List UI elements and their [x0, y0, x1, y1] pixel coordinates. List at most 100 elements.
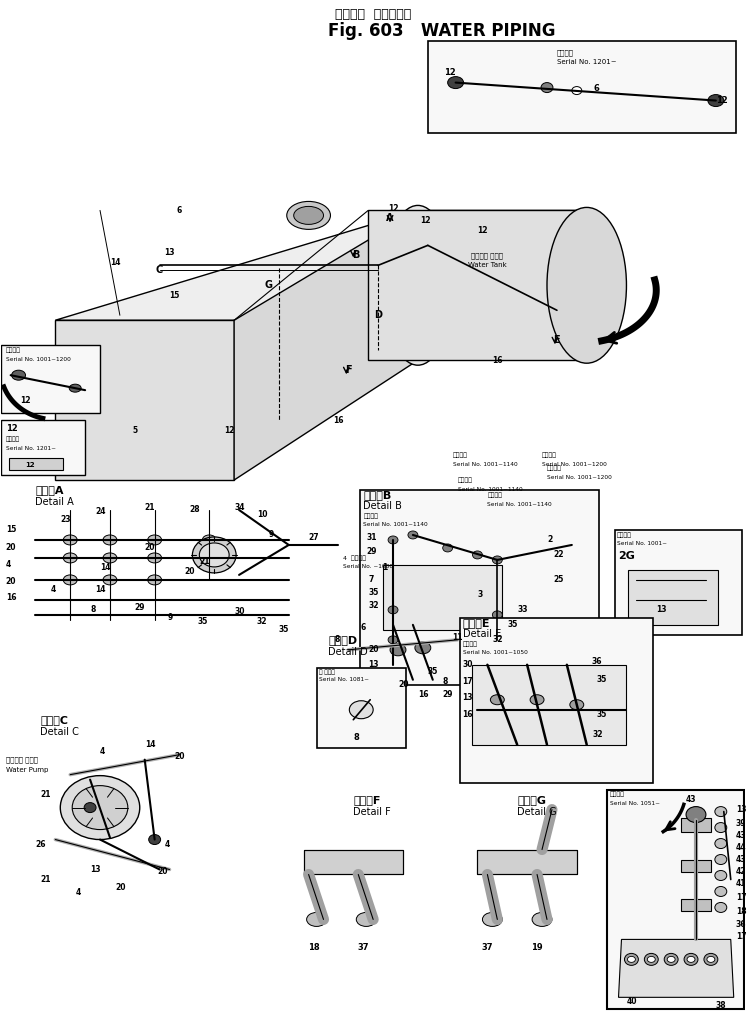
- Text: 5: 5: [133, 426, 137, 435]
- Text: 19: 19: [531, 943, 543, 952]
- Text: A: A: [386, 213, 394, 224]
- Ellipse shape: [72, 785, 128, 829]
- Text: Water Pump: Water Pump: [6, 767, 48, 772]
- Text: Serial No. 1001~1140: Serial No. 1001~1140: [488, 502, 552, 507]
- Ellipse shape: [63, 575, 77, 585]
- Text: 20: 20: [369, 645, 379, 654]
- Text: 13: 13: [164, 248, 175, 257]
- Text: 43: 43: [686, 796, 697, 804]
- Bar: [460, 618, 653, 782]
- Ellipse shape: [148, 553, 162, 563]
- Text: 12: 12: [477, 226, 488, 235]
- Text: 4: 4: [100, 747, 106, 756]
- Text: 17: 17: [736, 932, 746, 941]
- Text: ウォータ ポンプ: ウォータ ポンプ: [6, 756, 37, 763]
- Text: 詳　細G: 詳 細G: [518, 795, 546, 805]
- Text: 32: 32: [257, 618, 267, 626]
- Text: 38: 38: [716, 1001, 727, 1010]
- Text: 適用番号: 適用番号: [488, 492, 503, 498]
- Text: 13: 13: [736, 805, 746, 814]
- Text: 詳　細C: 詳 細C: [40, 714, 68, 724]
- Text: 4: 4: [50, 585, 55, 594]
- Text: 20: 20: [398, 681, 408, 689]
- Ellipse shape: [686, 807, 706, 823]
- Text: 2G: 2G: [619, 551, 635, 561]
- Text: 適用番号: 適用番号: [6, 436, 19, 442]
- Bar: [628, 570, 718, 625]
- Text: 4: 4: [6, 561, 11, 569]
- Ellipse shape: [69, 384, 81, 392]
- Ellipse shape: [530, 695, 544, 705]
- Polygon shape: [619, 940, 734, 998]
- Ellipse shape: [667, 956, 675, 962]
- Text: 35: 35: [597, 710, 607, 719]
- Text: 34: 34: [234, 504, 245, 512]
- Text: ウォータ  パイピング: ウォータ パイピング: [335, 8, 411, 21]
- Text: 20: 20: [184, 567, 195, 576]
- Ellipse shape: [287, 201, 330, 230]
- Text: 35: 35: [597, 676, 607, 684]
- Ellipse shape: [349, 701, 373, 718]
- Text: 43: 43: [736, 831, 746, 840]
- Bar: [477, 849, 577, 875]
- Text: 8: 8: [90, 606, 95, 615]
- Text: 9: 9: [269, 530, 274, 539]
- Text: 12: 12: [443, 68, 455, 77]
- Ellipse shape: [12, 370, 25, 380]
- Bar: [1, 421, 85, 475]
- Text: 8: 8: [354, 734, 360, 742]
- Text: 6: 6: [360, 624, 366, 632]
- Text: 12: 12: [6, 424, 17, 433]
- Text: 17: 17: [736, 893, 746, 902]
- Text: 18: 18: [308, 943, 319, 952]
- Ellipse shape: [294, 206, 324, 225]
- Text: Serial No. 1001~1200: Serial No. 1001~1200: [6, 357, 70, 362]
- Ellipse shape: [148, 575, 162, 585]
- Text: 12: 12: [25, 462, 35, 468]
- Text: 12: 12: [388, 204, 398, 213]
- Text: 16: 16: [463, 710, 473, 719]
- Text: 17: 17: [463, 678, 473, 686]
- Ellipse shape: [408, 531, 418, 538]
- Ellipse shape: [148, 535, 162, 545]
- Text: 適用番号: 適用番号: [463, 641, 478, 646]
- Text: 41: 41: [736, 879, 746, 888]
- Ellipse shape: [628, 956, 635, 962]
- Text: 9: 9: [168, 614, 173, 623]
- Ellipse shape: [715, 823, 727, 832]
- Text: 20: 20: [157, 867, 168, 876]
- Bar: [428, 41, 736, 132]
- Ellipse shape: [715, 887, 727, 896]
- Ellipse shape: [84, 803, 96, 813]
- Text: 2: 2: [547, 535, 552, 545]
- Text: 4: 4: [165, 840, 170, 849]
- Ellipse shape: [547, 207, 626, 363]
- Ellipse shape: [492, 556, 503, 564]
- Ellipse shape: [473, 551, 482, 559]
- Text: 12: 12: [421, 215, 431, 225]
- Text: D: D: [374, 310, 382, 320]
- Polygon shape: [55, 320, 234, 480]
- Ellipse shape: [448, 76, 464, 88]
- Bar: [681, 899, 711, 911]
- Ellipse shape: [192, 537, 236, 573]
- Text: 16: 16: [6, 593, 16, 602]
- Polygon shape: [369, 210, 586, 361]
- Text: 30: 30: [234, 608, 245, 617]
- Text: 7: 7: [369, 575, 374, 584]
- Text: 20: 20: [115, 883, 125, 892]
- Text: Detail B: Detail B: [363, 501, 402, 511]
- Ellipse shape: [715, 838, 727, 848]
- Polygon shape: [55, 210, 586, 320]
- Ellipse shape: [103, 575, 117, 585]
- Ellipse shape: [715, 871, 727, 881]
- Text: 28: 28: [189, 506, 200, 514]
- Text: 適用番号: 適用番号: [547, 465, 562, 470]
- Ellipse shape: [492, 636, 503, 644]
- Text: 6: 6: [177, 206, 182, 215]
- Text: 20: 20: [6, 577, 16, 586]
- Text: 16: 16: [418, 690, 428, 699]
- Text: 20: 20: [145, 544, 155, 553]
- Bar: [360, 490, 598, 685]
- Ellipse shape: [625, 953, 638, 965]
